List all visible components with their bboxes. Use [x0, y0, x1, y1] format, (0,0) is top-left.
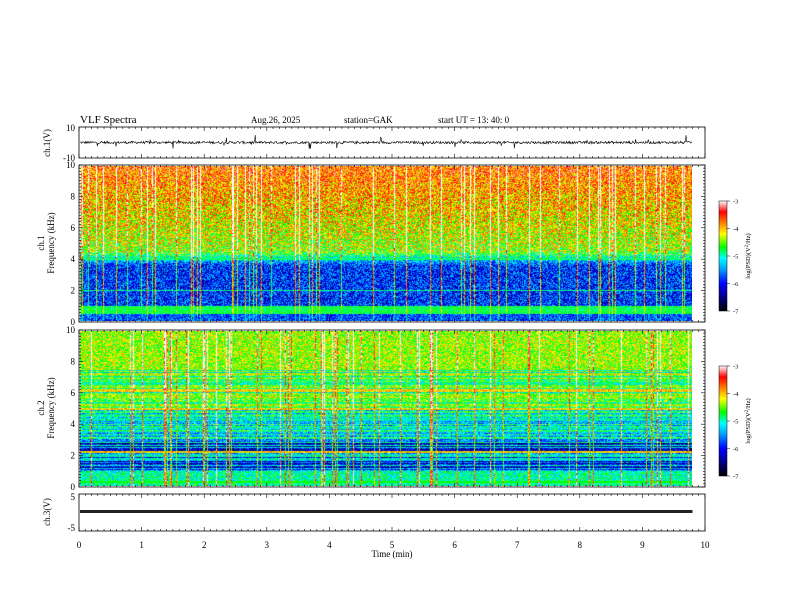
ch2-colorbar-tick-label: -5 [733, 419, 738, 426]
ch2-y-tick-label: 10 [66, 325, 76, 335]
ch2-colorbar-tick-label: -4 [733, 391, 739, 398]
ch1-ytick-bottom: -10 [63, 153, 75, 163]
ch2-y-tick-label: 8 [71, 356, 76, 366]
x-tick-label: 2 [202, 540, 207, 550]
start-time-label: start UT = 13: 40: 0 [438, 115, 510, 125]
ch3-waveform-panel: 5 -5 ch.3(V) [42, 492, 706, 533]
x-tick-label: 4 [327, 540, 332, 550]
x-tick-label: 9 [640, 540, 645, 550]
station-label: station=GAK [344, 115, 393, 125]
ch3-ytick-bottom: -5 [68, 523, 76, 533]
ch1-y-tick-label: 10 [66, 160, 76, 170]
x-tick-label: 1 [139, 540, 144, 550]
x-tick-label: 7 [515, 540, 520, 550]
ch1-colorbar-tick-label: -3 [733, 199, 738, 206]
ch2-colorbar [718, 365, 728, 477]
ch1-y-tick-label: 4 [71, 254, 76, 264]
ch1-ylabel-line2: Frequency (kHz) [46, 212, 56, 273]
ch1-colorbar-tick-label: -5 [733, 254, 738, 261]
ch1-y-tick-label: 2 [71, 286, 76, 296]
date-label: Aug.26, 2025 [251, 115, 301, 125]
figure-title: VLF Spectra [80, 114, 137, 126]
x-tick-label: 5 [390, 540, 395, 550]
ch1-colorbar-label: log(PSD)(V2/Hz) [745, 233, 752, 278]
ch1-colorbar [718, 200, 728, 312]
ch2-colorbar-tick-label: -3 [733, 364, 738, 371]
ch1-spectrogram-image [80, 166, 692, 321]
ch3-waveform-band [80, 510, 693, 513]
ch1-colorbar-tick-label: -4 [733, 226, 739, 233]
x-tick-label: 3 [265, 540, 270, 550]
ch2-y-tick-label: 6 [71, 388, 76, 398]
ch2-ylabel-line1: ch.2 [36, 400, 46, 415]
ch2-ylabel: ch.2 Frequency (kHz) [36, 377, 56, 438]
ch2-colorbar-tick-label: -6 [733, 446, 739, 453]
ch1-waveform-line [79, 134, 693, 150]
ch1-y-tick-label: 8 [71, 191, 76, 201]
ch1-ylabel: ch.1(V) [42, 129, 52, 157]
ch1-ytick-top: 10 [66, 123, 76, 133]
ch2-ylabel-line2: Frequency (kHz) [46, 377, 56, 438]
time-axis: 0 1 2 3 4 5 6 7 8 9 10 [77, 127, 710, 550]
ch2-spectrogram-image [80, 331, 692, 486]
ch3-ylabel: ch.3(V) [42, 498, 52, 526]
ch2-y-tick-label: 2 [71, 451, 76, 461]
time-axis-label: Time (min) [372, 549, 413, 559]
x-tick-label: 0 [77, 540, 82, 550]
ch1-y-tick-label: 0 [71, 317, 76, 327]
ch1-ylabel: ch.1 Frequency (kHz) [36, 212, 56, 273]
ch3-waveform-trace [80, 510, 693, 513]
ch1-colorbar-tick-label: -6 [733, 281, 739, 288]
x-tick-label: 6 [452, 540, 457, 550]
x-tick-label: 8 [578, 540, 583, 550]
ch2-y-tick-label: 0 [71, 482, 76, 492]
ch1-y-tick-label: 6 [71, 223, 76, 233]
ch2-colorbar-label: log(PSD)(V2/Hz) [745, 398, 752, 443]
ch2-y-tick-label: 4 [71, 419, 76, 429]
x-tick-label: 10 [701, 540, 711, 550]
ch3-ytick-top: 5 [71, 492, 76, 502]
ch1-waveform-panel: 10 -10 ch.1(V) [42, 123, 706, 163]
ch2-colorbar-tick-label: -7 [733, 474, 739, 481]
ch1-ylabel-line1: ch.1 [36, 235, 46, 250]
ch1-colorbar-tick-label: -7 [733, 309, 739, 316]
